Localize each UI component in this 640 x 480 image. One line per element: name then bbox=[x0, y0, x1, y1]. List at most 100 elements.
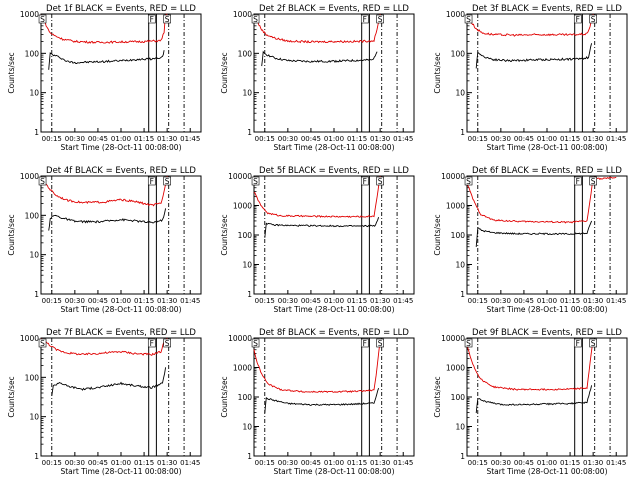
state-marker-box bbox=[38, 176, 47, 186]
state-marker-label: S bbox=[165, 177, 170, 186]
state-marker-box bbox=[573, 14, 582, 24]
x-tick-label: 01:30 bbox=[370, 135, 390, 143]
x-tick-label: 01:00 bbox=[111, 135, 131, 143]
detector-panel-5: Det 5f BLACK = Events, RED = LLD 1 10 100 10… bbox=[220, 166, 415, 314]
x-tick-label: 01:00 bbox=[537, 459, 557, 467]
events-rate-line bbox=[475, 43, 593, 69]
state-marker-label: S bbox=[466, 339, 471, 348]
plot-frame bbox=[253, 175, 415, 295]
x-tick-label: 00:15 bbox=[468, 459, 488, 467]
y-axis-label: Counts/sec bbox=[7, 214, 16, 255]
state-marker-label: F bbox=[576, 177, 580, 186]
lld-rate-line bbox=[40, 337, 168, 357]
x-tick-label: 01:00 bbox=[111, 297, 131, 305]
y-tick-label: 10000 bbox=[441, 334, 465, 343]
y-tick-label: 1000 bbox=[20, 10, 39, 19]
state-marker-box bbox=[147, 14, 156, 24]
x-tick-label: 00:30 bbox=[278, 459, 298, 467]
state-marker-label: S bbox=[378, 339, 383, 348]
x-tick-label: 01:15 bbox=[134, 135, 154, 143]
state-marker-label: F bbox=[363, 15, 367, 24]
state-marker-label: F bbox=[576, 15, 580, 24]
plot-frame bbox=[466, 175, 628, 295]
detector-panel-6: Det 6f BLACK = Events, RED = LLD 1 10 100 10… bbox=[433, 166, 628, 314]
state-marker-box bbox=[251, 176, 260, 186]
panel-title: Det 1f BLACK = Events, RED = LLD bbox=[46, 4, 196, 14]
x-tick-label: 00:45 bbox=[514, 297, 534, 305]
x-tick-label: 01:15 bbox=[347, 135, 367, 143]
x-tick-label: 00:15 bbox=[42, 459, 62, 467]
state-marker-label: S bbox=[591, 177, 596, 186]
x-axis-label: Start Time (28-Oct-11 00:08:00) bbox=[486, 143, 607, 152]
x-tick-label: 01:45 bbox=[393, 297, 413, 305]
x-tick-label: 01:45 bbox=[606, 459, 626, 467]
events-rate-line bbox=[261, 50, 378, 67]
state-marker-box bbox=[464, 14, 473, 24]
y-axis-label: Counts/sec bbox=[433, 376, 442, 417]
x-tick-label: 00:15 bbox=[468, 297, 488, 305]
panel-title: Det 6f BLACK = Events, RED = LLD bbox=[472, 166, 622, 176]
state-marker-label: S bbox=[591, 15, 596, 24]
x-axis-label: Start Time (28-Oct-11 00:08:00) bbox=[273, 467, 394, 476]
x-tick-label: 00:45 bbox=[301, 297, 321, 305]
x-axis-label: Start Time (28-Oct-11 00:08:00) bbox=[60, 305, 181, 314]
state-marker-box bbox=[360, 338, 369, 348]
x-tick-label: 01:00 bbox=[111, 459, 131, 467]
detector-panel-2: Det 2f BLACK = Events, RED = LLD 1 10 100 10… bbox=[220, 4, 415, 152]
state-marker-label: S bbox=[40, 15, 45, 24]
x-tick-label: 01:00 bbox=[324, 135, 344, 143]
x-tick-label: 01:30 bbox=[583, 135, 603, 143]
state-marker-label: F bbox=[363, 339, 367, 348]
lld-rate-line bbox=[253, 175, 381, 218]
y-tick-label: 1 bbox=[247, 290, 252, 299]
x-axis-label: Start Time (28-Oct-11 00:08:00) bbox=[273, 143, 394, 152]
state-marker-label: S bbox=[40, 339, 45, 348]
events-rate-line bbox=[475, 220, 593, 247]
x-tick-label: 00:45 bbox=[88, 297, 108, 305]
x-tick-label: 00:45 bbox=[514, 135, 534, 143]
panel-title: Det 8f BLACK = Events, RED = LLD bbox=[259, 328, 409, 338]
state-marker-box bbox=[589, 14, 597, 24]
lld-rate-line bbox=[466, 176, 617, 224]
state-marker-label: S bbox=[466, 15, 471, 24]
state-marker-label: S bbox=[253, 15, 258, 24]
x-tick-label: 00:15 bbox=[255, 297, 275, 305]
x-axis-label: Start Time (28-Oct-11 00:08:00) bbox=[486, 467, 607, 476]
y-tick-label: 1 bbox=[34, 128, 39, 137]
y-tick-label: 1 bbox=[460, 452, 465, 461]
plot-frame bbox=[466, 13, 628, 133]
y-tick-label: 100 bbox=[451, 231, 466, 240]
events-rate-line bbox=[48, 208, 167, 231]
y-tick-label: 10 bbox=[29, 89, 39, 98]
x-tick-label: 00:45 bbox=[88, 135, 108, 143]
x-tick-label: 00:15 bbox=[42, 135, 62, 143]
x-tick-label: 01:00 bbox=[324, 459, 344, 467]
y-tick-label: 1000 bbox=[446, 10, 465, 19]
y-tick-label: 1000 bbox=[233, 364, 252, 373]
x-tick-label: 00:30 bbox=[65, 459, 85, 467]
y-axis-label: Counts/sec bbox=[220, 214, 229, 255]
y-tick-label: 10000 bbox=[228, 172, 252, 181]
x-axis-label: Start Time (28-Oct-11 00:08:00) bbox=[273, 305, 394, 314]
events-rate-line bbox=[264, 217, 380, 238]
x-tick-label: 01:15 bbox=[134, 459, 154, 467]
x-tick-label: 01:45 bbox=[180, 459, 200, 467]
y-tick-label: 100 bbox=[25, 373, 40, 382]
y-tick-label: 10 bbox=[242, 423, 252, 432]
state-marker-label: S bbox=[253, 339, 258, 348]
x-tick-label: 00:30 bbox=[491, 135, 511, 143]
y-tick-label: 100 bbox=[451, 393, 466, 402]
events-rate-line bbox=[48, 50, 165, 70]
detector-panel-8: Det 8f BLACK = Events, RED = LLD 1 10 100 10… bbox=[220, 328, 415, 476]
panel-title: Det 4f BLACK = Events, RED = LLD bbox=[46, 166, 196, 176]
y-axis-label: Counts/sec bbox=[220, 376, 229, 417]
state-marker-box bbox=[147, 176, 156, 186]
x-tick-label: 01:15 bbox=[347, 297, 367, 305]
state-marker-box bbox=[360, 176, 369, 186]
y-tick-label: 100 bbox=[238, 393, 253, 402]
x-tick-label: 01:00 bbox=[537, 135, 557, 143]
plot-frame bbox=[40, 175, 202, 295]
panel-title: Det 2f BLACK = Events, RED = LLD bbox=[259, 4, 409, 14]
lld-rate-line bbox=[466, 339, 594, 391]
y-tick-label: 1 bbox=[34, 290, 39, 299]
